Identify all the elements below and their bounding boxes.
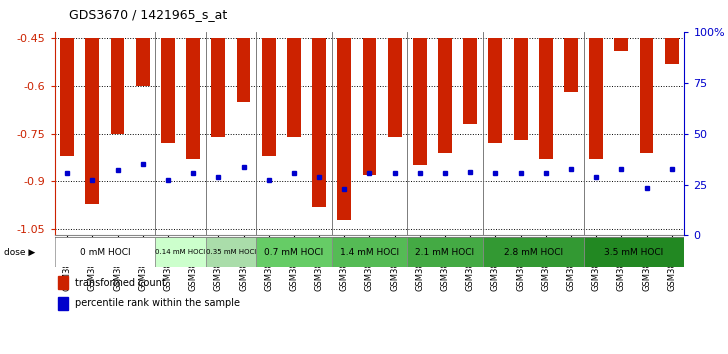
Bar bbox=[413, 38, 427, 165]
Bar bbox=[136, 38, 150, 86]
Text: transformed count: transformed count bbox=[75, 278, 166, 288]
Bar bbox=[483, 237, 584, 267]
Text: 0 mM HOCl: 0 mM HOCl bbox=[79, 248, 130, 257]
Bar bbox=[58, 297, 68, 310]
Bar bbox=[85, 38, 99, 204]
Bar bbox=[211, 38, 225, 137]
Bar bbox=[237, 38, 250, 102]
Bar bbox=[589, 38, 603, 159]
Bar bbox=[539, 38, 553, 159]
Bar bbox=[256, 237, 332, 267]
Text: 0.35 mM HOCl: 0.35 mM HOCl bbox=[206, 249, 256, 255]
Bar bbox=[55, 237, 155, 267]
Bar bbox=[60, 38, 74, 156]
Bar bbox=[665, 38, 678, 64]
Bar bbox=[287, 38, 301, 137]
Bar bbox=[206, 237, 256, 267]
Text: percentile rank within the sample: percentile rank within the sample bbox=[75, 298, 240, 308]
Bar bbox=[111, 38, 124, 134]
Text: 3.5 mM HOCl: 3.5 mM HOCl bbox=[604, 248, 663, 257]
Bar bbox=[407, 237, 483, 267]
Text: dose ▶: dose ▶ bbox=[4, 248, 35, 257]
Bar bbox=[58, 276, 68, 289]
Text: GDS3670 / 1421965_s_at: GDS3670 / 1421965_s_at bbox=[69, 8, 227, 21]
Bar bbox=[514, 38, 528, 140]
Text: 1.4 mM HOCl: 1.4 mM HOCl bbox=[340, 248, 399, 257]
Bar bbox=[488, 38, 502, 143]
Text: 2.8 mM HOCl: 2.8 mM HOCl bbox=[504, 248, 563, 257]
Bar bbox=[155, 237, 206, 267]
Bar bbox=[161, 38, 175, 143]
Text: 2.1 mM HOCl: 2.1 mM HOCl bbox=[416, 248, 475, 257]
Bar bbox=[614, 38, 628, 51]
Bar bbox=[463, 38, 477, 124]
Bar bbox=[640, 38, 654, 153]
Text: 0.7 mM HOCl: 0.7 mM HOCl bbox=[264, 248, 323, 257]
Bar bbox=[312, 38, 326, 207]
Bar bbox=[388, 38, 402, 137]
Bar bbox=[564, 38, 578, 92]
Bar bbox=[337, 38, 351, 219]
Bar bbox=[186, 38, 200, 159]
Bar bbox=[332, 237, 407, 267]
Bar bbox=[262, 38, 276, 156]
Bar bbox=[584, 237, 684, 267]
Bar bbox=[363, 38, 376, 175]
Bar bbox=[438, 38, 452, 153]
Text: 0.14 mM HOCl: 0.14 mM HOCl bbox=[155, 249, 206, 255]
